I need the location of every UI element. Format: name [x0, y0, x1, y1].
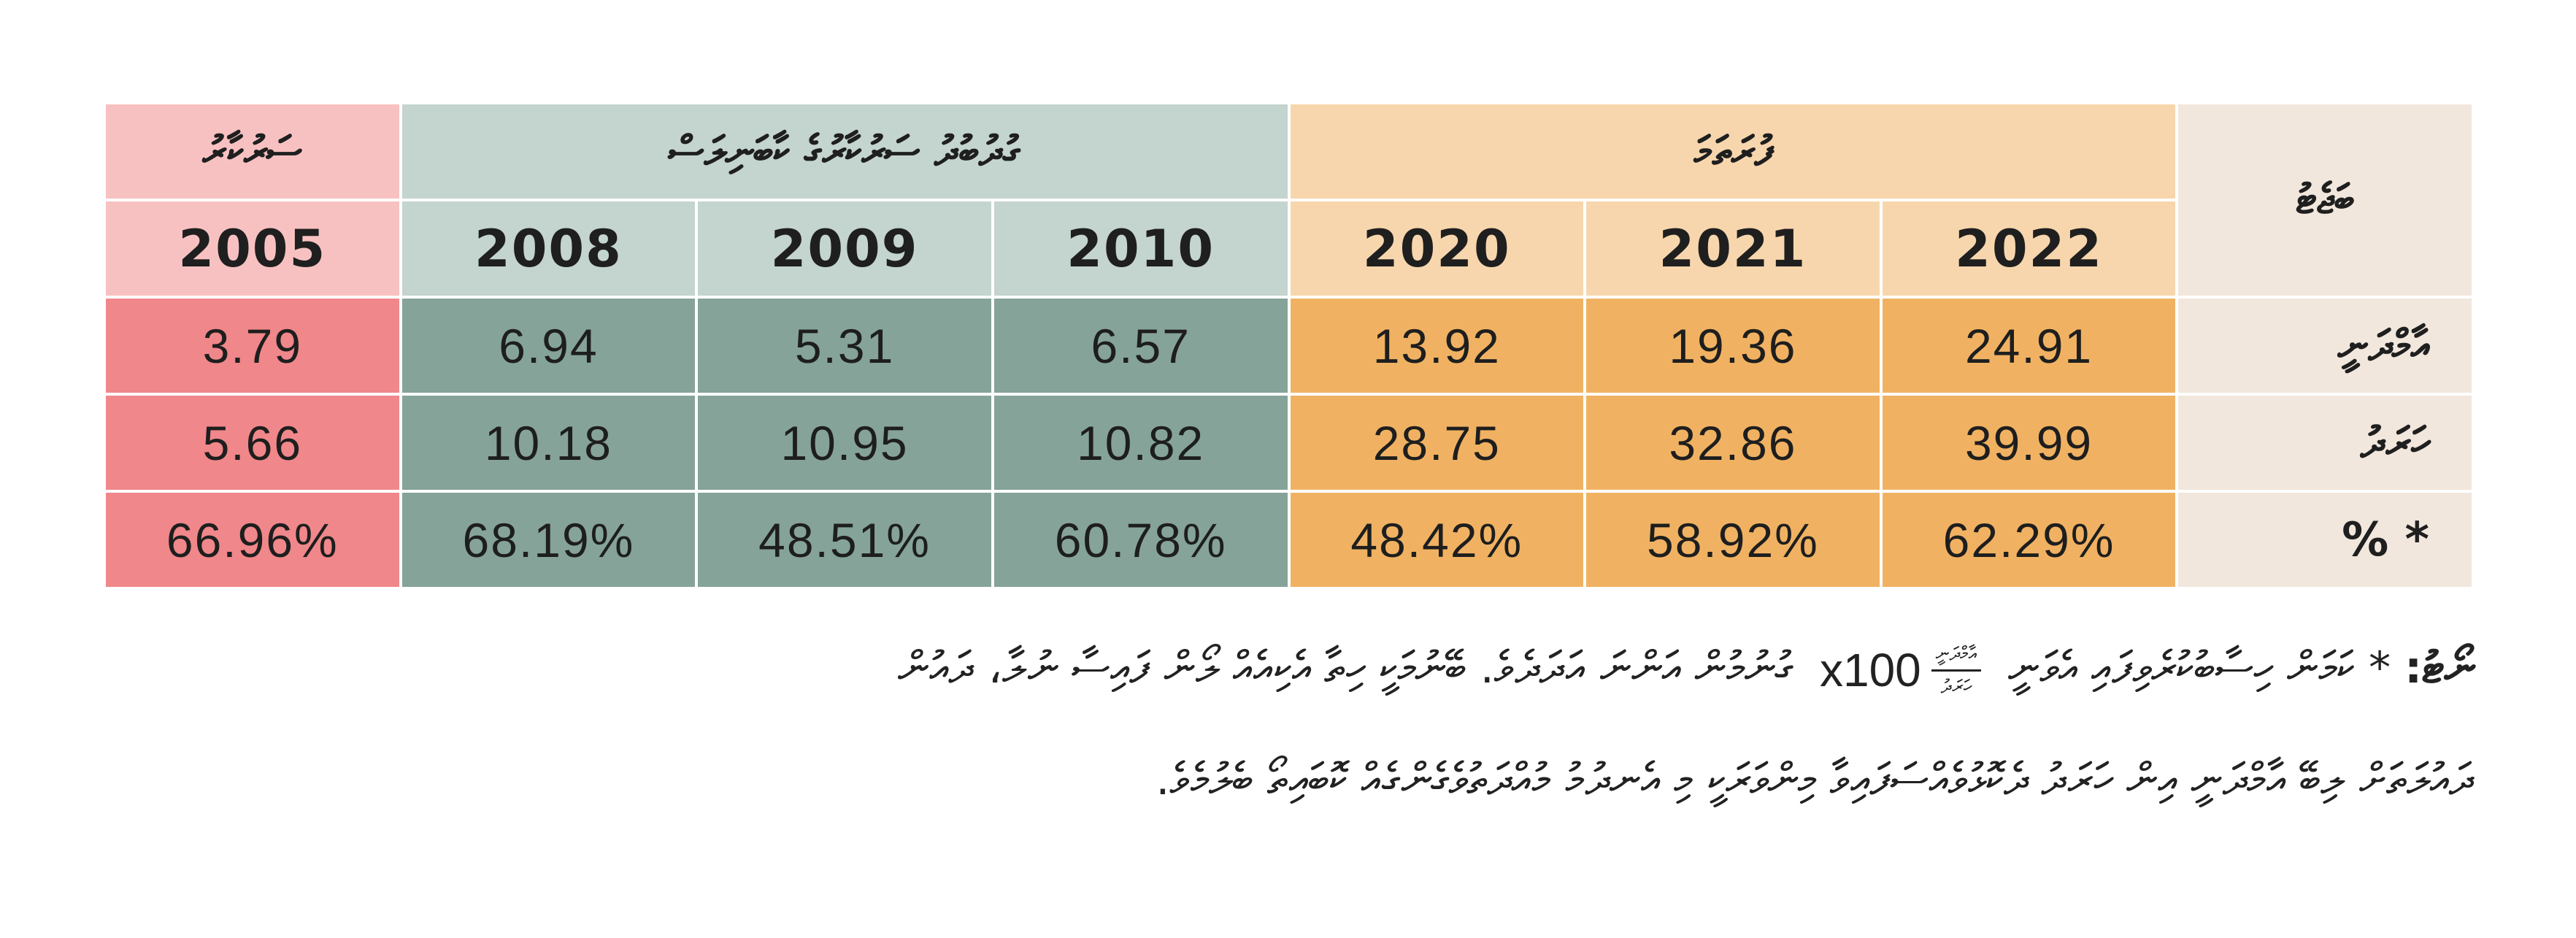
row-label-revenue: ހަރަދު: [2175, 393, 2475, 493]
table-cell: 24.91: [1879, 296, 2179, 396]
table-cell: 10.18: [399, 393, 699, 493]
footnote-label: ނޯޓު:: [2404, 642, 2475, 693]
table-cell: 62.29%: [1879, 490, 2179, 590]
table-row-percent: 66.96% 68.19% 48.51% 60.78% 48.42% 58.92…: [103, 490, 2475, 590]
table-row-expenditure: 3.79 6.94 5.31 6.57 13.92 19.36 24.91 އާ…: [103, 296, 2475, 396]
year-header-row: 2005 2008 2009 2010 2020 2021 2022: [103, 199, 2473, 299]
formula-numerator: އާމްދަނީ: [1931, 642, 1981, 672]
group-header-previous: ގުދުބުދު ސަރުކާރުގެ ކާބަނިލަސް: [399, 101, 1291, 201]
formula-denominator: ހަރަދު: [1940, 675, 1972, 698]
table-cell: 10.82: [991, 393, 1291, 493]
footnote: ނޯޓު: * ކަމަން ހިސާބުކުރެވިފައި އެވަނީ x…: [212, 613, 2475, 834]
table-cell: 6.57: [991, 296, 1291, 396]
table-cell: 60.78%: [991, 490, 1291, 590]
footnote-text-before-formula: * ކަމަން ހިސާބުކުރެވިފައި އެވަނީ: [2008, 642, 2391, 693]
table-cell: 32.86: [1583, 393, 1883, 493]
table-cell: 3.79: [103, 296, 402, 396]
year-header-2020: 2020: [1287, 199, 1587, 299]
budget-table: ސަރުކާރު ގުދުބުދު ސަރުކާރުގެ ކާބަނިލަސް …: [103, 101, 2475, 590]
group-header-current: ފުރަތަމަ: [1287, 101, 2179, 201]
budget-table-container: ސަރުކާރު ގުދުބުދު ސަރުކާރުގެ ކާބަނިލަސް …: [103, 101, 2475, 590]
table-cell: 39.99: [1879, 393, 2179, 493]
table-cell: 19.36: [1583, 296, 1883, 396]
table-cell: 13.92: [1287, 296, 1587, 396]
footnote-text-line2: ދައުލަތަށް ލިބޭ އާމްދަނީ އިން ހަރަދު ދެކ…: [1156, 754, 2475, 806]
table-row-revenue: 5.66 10.18 10.95 10.82 28.75 32.86 39.99…: [103, 393, 2475, 493]
year-header-2005: 2005: [103, 199, 402, 299]
group-header-old: ސަރުކާރު: [103, 101, 402, 201]
row-label-expenditure: އާމްދަނީ: [2175, 296, 2475, 396]
ratio-formula: x100 އާމްދަނީ ހަރަދު: [1820, 615, 1981, 725]
table-cell: 10.95: [695, 393, 994, 493]
footnote-text-after-formula: ގުނުމުން އަންނަ އަދަދެވެ. ބޭނުމަކީ ހިތާ …: [897, 642, 1793, 693]
table-cell: 5.31: [695, 296, 994, 396]
formula-coefficient: x100: [1819, 644, 1921, 697]
year-header-2009: 2009: [695, 199, 994, 299]
table-cell: 58.92%: [1583, 490, 1883, 590]
formula-fraction: އާމްދަނީ ހަރަދު: [1931, 642, 1981, 699]
year-header-2008: 2008: [399, 199, 699, 299]
table-cell: 48.42%: [1287, 490, 1587, 590]
table-cell: 5.66: [103, 393, 402, 493]
year-header-2010: 2010: [991, 199, 1291, 299]
group-header-row: ސަރުކާރު ގުދުބުދު ސަރުކާރުގެ ކާބަނިލަސް …: [103, 101, 2475, 299]
table-cell: 66.96%: [103, 490, 402, 590]
corner-label: ބަޖެޓު: [2175, 101, 2475, 299]
table-cell: 68.19%: [399, 490, 699, 590]
year-header-2021: 2021: [1583, 199, 1883, 299]
table-cell: 6.94: [399, 296, 699, 396]
table-cell: 48.51%: [695, 490, 994, 590]
year-header-2022: 2022: [1879, 199, 2179, 299]
table-cell: 28.75: [1287, 393, 1587, 493]
row-label-percent: % *: [2175, 490, 2475, 590]
